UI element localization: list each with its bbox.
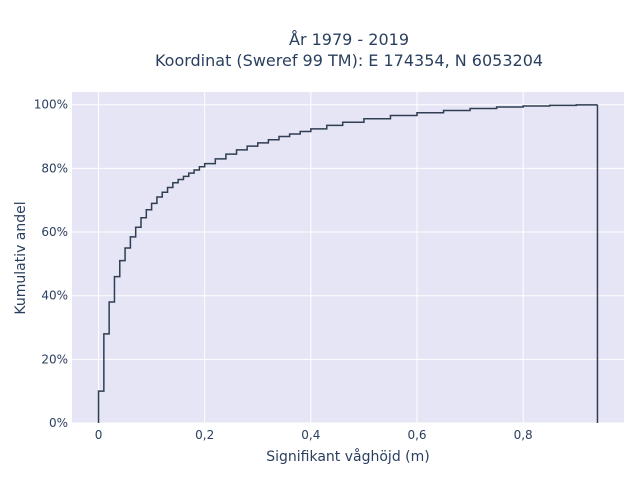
cumulative-step-line bbox=[97, 104, 599, 423]
y-tick-labels: 0% 20% 40% 60% 80% 100% bbox=[34, 98, 68, 430]
grid-lines bbox=[72, 92, 624, 424]
x-tick-label: 0 bbox=[95, 428, 103, 442]
y-tick-label: 80% bbox=[41, 161, 68, 175]
x-axis-title: Signifikant våghöjd (m) bbox=[266, 448, 429, 465]
plot-area bbox=[72, 92, 624, 423]
y-tick-label: 60% bbox=[41, 225, 68, 239]
x-tick-label: 0,4 bbox=[301, 428, 320, 442]
y-axis-title: Kumulativ andel bbox=[13, 201, 29, 314]
x-tick-label: 0,8 bbox=[514, 428, 533, 442]
x-tick-label: 0,2 bbox=[195, 428, 214, 442]
x-tick-labels: 0 0,2 0,4 0,6 0,8 bbox=[95, 428, 533, 442]
y-tick-label: 0% bbox=[49, 416, 68, 430]
chart-title-line-2: Koordinat (Sweref 99 TM): E 174354, N 60… bbox=[155, 51, 543, 70]
y-tick-label: 40% bbox=[41, 289, 68, 303]
y-tick-label: 100% bbox=[34, 98, 68, 112]
chart-title-line-1: År 1979 - 2019 bbox=[289, 30, 409, 49]
y-tick-label: 20% bbox=[41, 352, 68, 366]
x-tick-label: 0,6 bbox=[407, 428, 426, 442]
